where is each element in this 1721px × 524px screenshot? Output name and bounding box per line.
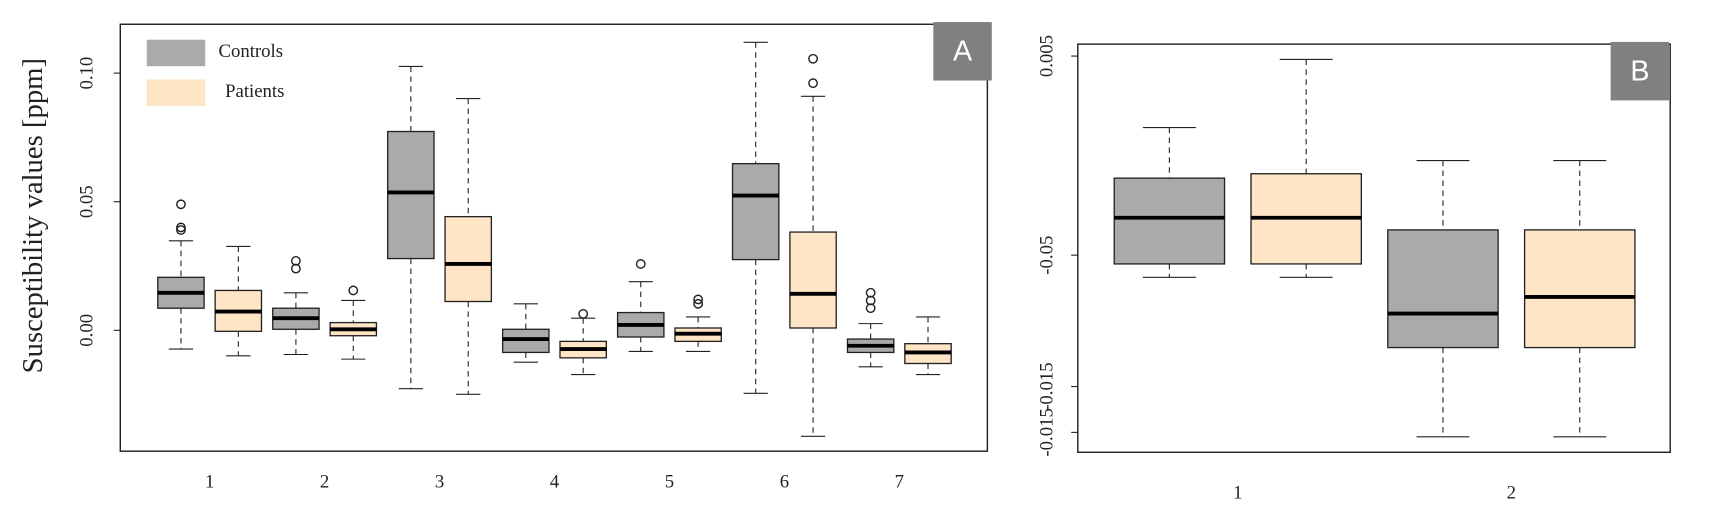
x-tick-label: 4 [550, 471, 560, 492]
outlier [578, 308, 589, 319]
plot-frame [1077, 43, 1671, 454]
box [444, 215, 493, 303]
y-tick-label: 0.005 [1036, 35, 1057, 77]
x-tick-label: 1 [1233, 483, 1242, 504]
legend-swatch [146, 39, 206, 67]
outlier [176, 225, 186, 235]
outlier [693, 294, 704, 305]
legend-label: Controls [218, 41, 283, 62]
x-tick-label: 2 [1507, 483, 1516, 504]
legend-label: Patients [225, 81, 284, 102]
box [789, 231, 837, 329]
outlier [176, 199, 186, 210]
y-tick-label: 0.00 [77, 314, 98, 347]
outlier [290, 263, 301, 274]
x-tick-label: 3 [435, 471, 444, 492]
x-tick-label: 5 [665, 471, 674, 492]
box [1387, 229, 1499, 349]
outlier [176, 222, 186, 233]
outlier [865, 303, 876, 314]
panel-badge [1610, 41, 1670, 101]
y-tick-label: -0.015 [1036, 408, 1057, 456]
y-axis-label: Susceptibility values [ppm] [17, 58, 49, 373]
x-tick-label: 6 [780, 471, 789, 492]
box [731, 163, 780, 261]
outlier [808, 78, 818, 89]
y-tick-label: 0.05 [77, 185, 98, 218]
y-tick-label: -0.015 [1036, 362, 1057, 410]
panel-label: B [1630, 55, 1649, 87]
panel-label: A [953, 36, 973, 68]
outlier [348, 285, 359, 296]
y-tick-label: 0.10 [77, 57, 98, 90]
outlier [808, 53, 818, 64]
panel-badge [933, 22, 992, 81]
y-tick-label: -0.05 [1036, 236, 1057, 275]
outlier [693, 298, 704, 309]
outlier [635, 259, 646, 269]
box [387, 130, 435, 260]
x-tick-label: 7 [895, 471, 904, 492]
box [1523, 229, 1636, 349]
box [1113, 177, 1226, 265]
x-tick-label: 1 [205, 471, 214, 492]
x-tick-label: 2 [320, 471, 329, 492]
plot-frame [119, 23, 989, 452]
legend-swatch [146, 79, 206, 106]
